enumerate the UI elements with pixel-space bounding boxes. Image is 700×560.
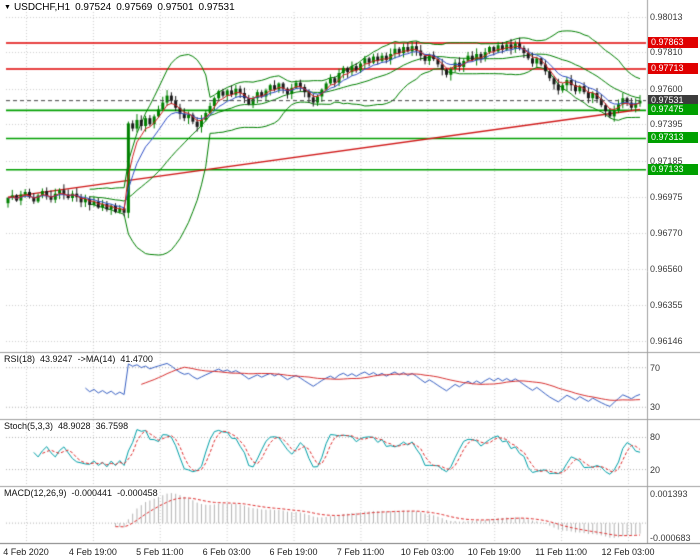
current-price-tag: 0.97531 (648, 95, 698, 106)
rsi-value: 43.9247 (40, 354, 73, 364)
time-axis-label: 12 Feb 03:00 (601, 547, 655, 557)
time-axis-label: 10 Feb 19:00 (467, 547, 521, 557)
rsi-panel-title: RSI(18) 43.9247 ->MA(14) 41.4700 (4, 354, 153, 364)
stoch-panel-title: Stoch(5,3,3) 48.9028 36.7598 (4, 421, 128, 431)
time-axis-label: 10 Feb 03:00 (400, 547, 454, 557)
price-axis-label: 0.96560 (650, 264, 683, 274)
ohlc-high: 0.97569 (116, 2, 153, 13)
time-axis-label: 7 Feb 11:00 (336, 547, 385, 557)
stoch-label: Stoch(5,3,3) (4, 421, 54, 431)
rsi-ma-value: 41.4700 (120, 354, 153, 364)
price-axis-label: 0.97810 (650, 47, 683, 57)
price-axis-label: 0.96146 (650, 336, 683, 346)
ohlc-close: 0.97531 (198, 2, 235, 13)
rsi-level-label: 70 (650, 363, 661, 373)
macd-panel-title: MACD(12,26,9) -0.000441 -0.000458 (4, 488, 158, 498)
support-price-tag: 0.97313 (648, 132, 698, 143)
time-axis-label: 6 Feb 19:00 (269, 547, 318, 557)
price-axis-label: 0.97185 (650, 156, 683, 166)
resistance-price-tag: 0.97713 (648, 63, 698, 74)
time-axis-label: 11 Feb 11:00 (535, 547, 587, 557)
price-axis-label: 0.96770 (650, 228, 683, 238)
rsi-label: RSI(18) (4, 354, 36, 364)
stoch-level-label: 80 (650, 432, 661, 442)
time-axis-label: 6 Feb 03:00 (202, 547, 251, 557)
ohlc-low: 0.97501 (157, 2, 194, 13)
resistance-price-tag: 0.97863 (648, 37, 698, 48)
symbol-timeframe-label: USDCHF,H1 (13, 2, 71, 13)
time-axis-label: 4 Feb 19:00 (68, 547, 117, 557)
time-axis-label: 5 Feb 11:00 (136, 547, 184, 557)
time-axis-label: 4 Feb 2020 (3, 547, 49, 557)
price-axis-label: 0.96355 (650, 300, 683, 310)
support-price-tag: 0.97133 (648, 164, 698, 175)
stoch-value-k: 48.9028 (58, 421, 91, 431)
price-axis-label: 0.96975 (650, 192, 683, 202)
chart-legend: ▼ USDCHF,H1 0.97524 0.97569 0.97501 0.97531 (4, 2, 235, 13)
macd-label: MACD(12,26,9) (4, 488, 67, 498)
price-axis-label: 0.97600 (650, 84, 683, 94)
rsi-ma-label: ->MA(14) (77, 354, 116, 364)
macd-value-signal: -0.000458 (117, 488, 158, 498)
macd-axis-min-label: -0.000683 (650, 533, 691, 543)
price-axis-label: 0.97395 (650, 119, 683, 129)
macd-value-main: -0.000441 (71, 488, 113, 498)
macd-axis-max-label: 0.001393 (650, 489, 688, 499)
support-price-tag: 0.97475 (648, 104, 698, 115)
rsi-level-label: 30 (650, 402, 661, 412)
stoch-level-label: 20 (650, 465, 661, 475)
stoch-value-d: 36.7598 (95, 421, 129, 431)
symbol-marker-icon: ▼ (4, 4, 11, 11)
price-axis-label: 0.98013 (650, 12, 683, 22)
ohlc-open: 0.97524 (75, 2, 112, 13)
